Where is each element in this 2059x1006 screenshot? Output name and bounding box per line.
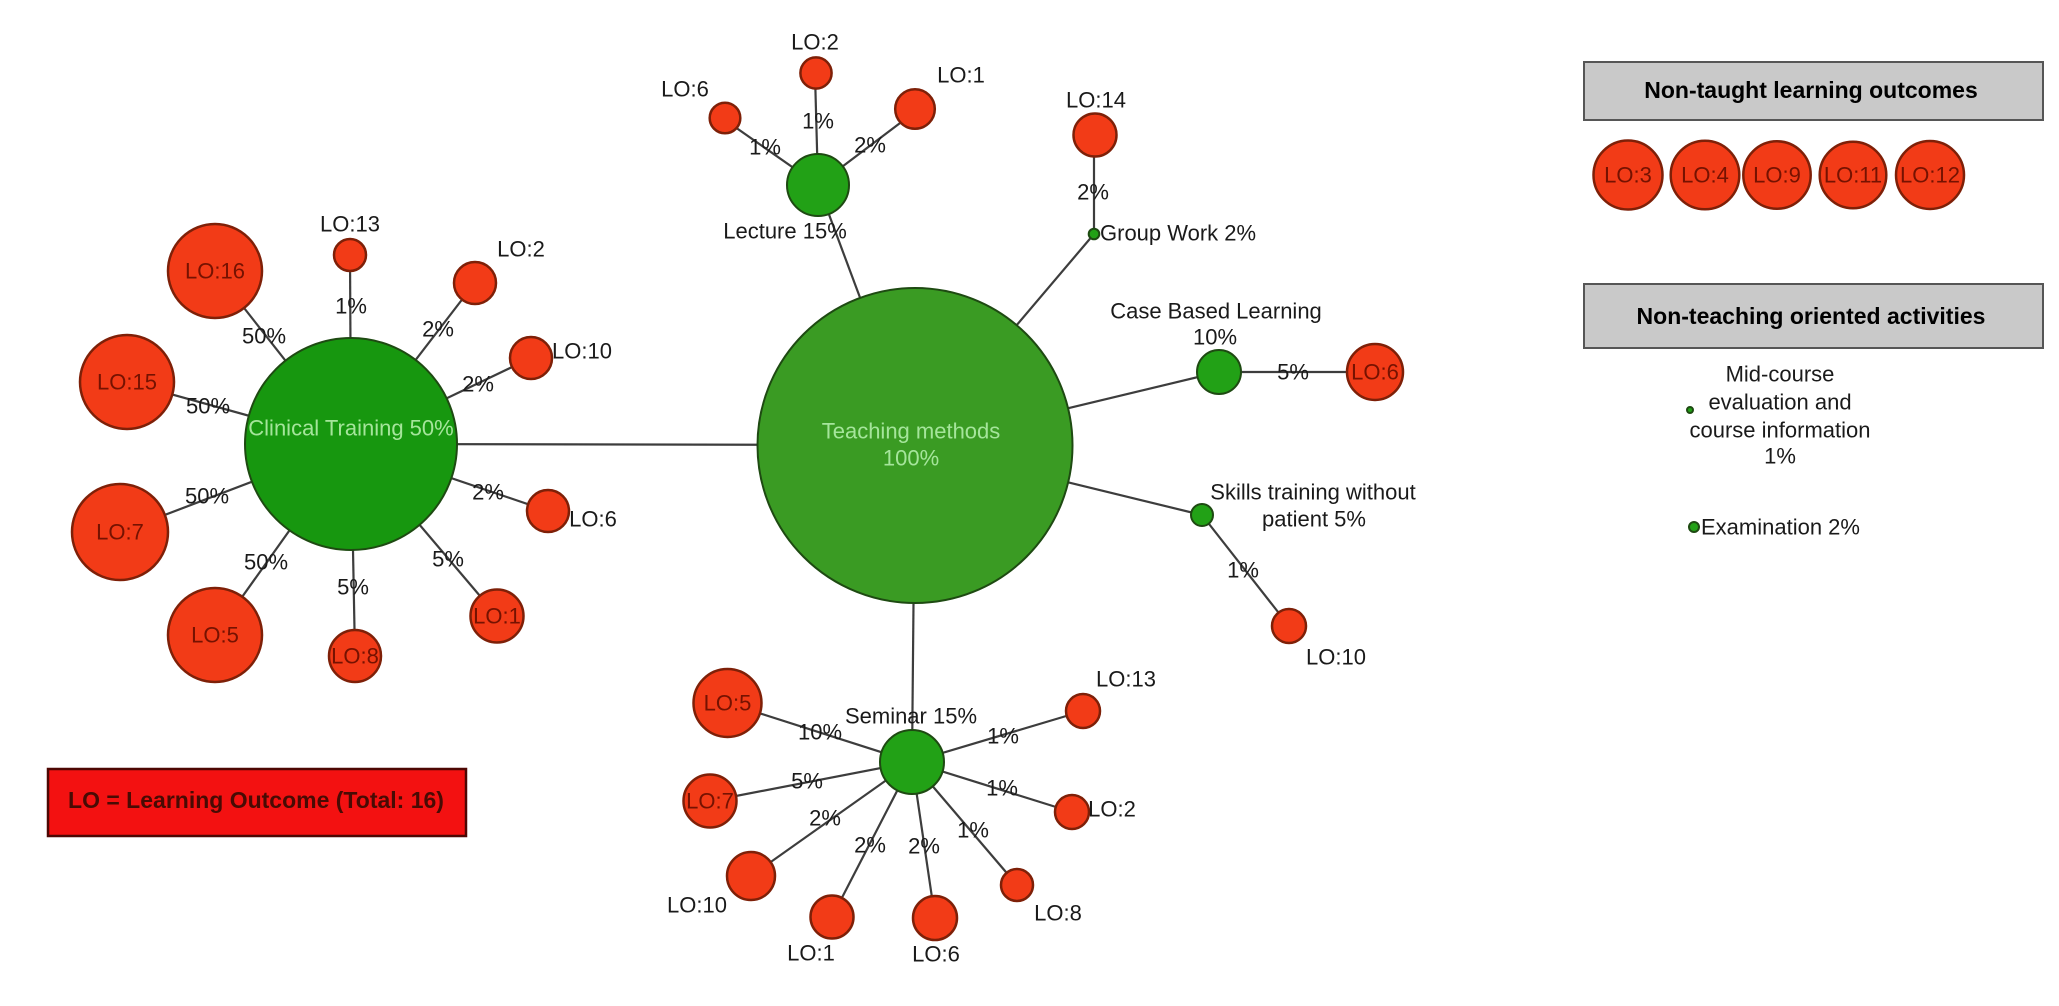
svg-text:LO:7: LO:7 (96, 520, 144, 545)
svg-text:LO:1: LO:1 (473, 604, 521, 629)
svg-text:10%: 10% (798, 720, 842, 745)
svg-text:LO:6: LO:6 (661, 77, 709, 102)
svg-text:LO:6: LO:6 (912, 942, 960, 967)
svg-text:LO:6: LO:6 (1351, 360, 1399, 385)
svg-text:10%: 10% (1193, 325, 1237, 350)
svg-text:LO:12: LO:12 (1900, 163, 1960, 188)
svg-text:1%: 1% (749, 135, 781, 160)
svg-text:LO:9: LO:9 (1753, 163, 1801, 188)
svg-text:2%: 2% (422, 317, 454, 342)
svg-text:5%: 5% (791, 769, 823, 794)
svg-text:Group Work 2%: Group Work 2% (1100, 221, 1256, 246)
svg-text:2%: 2% (462, 372, 494, 397)
svg-text:5%: 5% (337, 575, 369, 600)
svg-text:LO:14: LO:14 (1066, 88, 1126, 113)
svg-text:LO:7: LO:7 (686, 789, 734, 814)
svg-text:LO:10: LO:10 (552, 339, 612, 364)
svg-text:LO:8: LO:8 (331, 644, 379, 669)
svg-text:Case Based Learning: Case Based Learning (1110, 299, 1322, 324)
svg-text:LO:13: LO:13 (1096, 667, 1156, 692)
svg-text:Teaching methods: Teaching methods (822, 419, 1001, 444)
svg-text:2%: 2% (854, 833, 886, 858)
svg-text:LO:6: LO:6 (569, 507, 617, 532)
svg-text:1%: 1% (957, 818, 989, 843)
svg-text:Skills training without: Skills training without (1210, 480, 1415, 505)
svg-text:LO:2: LO:2 (791, 30, 839, 55)
svg-text:2%: 2% (854, 133, 886, 158)
svg-text:LO:11: LO:11 (1824, 163, 1882, 188)
svg-text:LO:1: LO:1 (787, 941, 835, 966)
svg-text:LO:15: LO:15 (97, 370, 157, 395)
svg-text:LO:8: LO:8 (1034, 901, 1082, 926)
svg-text:1%: 1% (802, 109, 834, 134)
svg-text:1%: 1% (1764, 444, 1796, 469)
svg-text:Lecture 15%: Lecture 15% (723, 219, 847, 244)
svg-text:50%: 50% (186, 394, 230, 419)
svg-text:Clinical Training 50%: Clinical Training 50% (248, 416, 453, 441)
svg-text:LO = Learning Outcome (Total:: LO = Learning Outcome (Total: 16) (68, 787, 444, 813)
svg-text:50%: 50% (185, 484, 229, 509)
svg-text:100%: 100% (883, 446, 939, 471)
svg-text:50%: 50% (244, 550, 288, 575)
svg-text:evaluation and: evaluation and (1708, 390, 1851, 415)
svg-text:5%: 5% (432, 547, 464, 572)
svg-text:LO:5: LO:5 (704, 691, 752, 716)
svg-text:1%: 1% (1227, 558, 1259, 583)
svg-text:Non-teaching oriented activiti: Non-teaching oriented activities (1637, 303, 1986, 329)
svg-text:LO:2: LO:2 (1088, 797, 1136, 822)
svg-text:2%: 2% (472, 480, 504, 505)
svg-text:2%: 2% (1077, 180, 1109, 205)
svg-text:patient 5%: patient 5% (1262, 507, 1366, 532)
svg-text:Non-taught learning outcomes: Non-taught learning outcomes (1644, 77, 1978, 103)
svg-text:LO:1: LO:1 (937, 63, 985, 88)
svg-text:LO:13: LO:13 (320, 212, 380, 237)
svg-text:LO:10: LO:10 (1306, 645, 1366, 670)
svg-text:LO:4: LO:4 (1681, 163, 1729, 188)
svg-text:50%: 50% (242, 324, 286, 349)
svg-text:LO:10: LO:10 (667, 893, 727, 918)
svg-text:Seminar 15%: Seminar 15% (845, 704, 977, 729)
svg-text:2%: 2% (908, 834, 940, 859)
svg-text:course information: course information (1690, 418, 1871, 443)
svg-text:Mid-course: Mid-course (1726, 362, 1835, 387)
svg-text:5%: 5% (1277, 360, 1309, 385)
svg-text:LO:5: LO:5 (191, 623, 239, 648)
svg-text:LO:3: LO:3 (1604, 163, 1652, 188)
svg-text:Examination 2%: Examination 2% (1701, 515, 1860, 540)
svg-text:2%: 2% (809, 806, 841, 831)
svg-text:LO:16: LO:16 (185, 259, 245, 284)
svg-text:1%: 1% (986, 776, 1018, 801)
svg-text:LO:2: LO:2 (497, 237, 545, 262)
svg-text:1%: 1% (987, 724, 1019, 749)
svg-text:1%: 1% (335, 294, 367, 319)
